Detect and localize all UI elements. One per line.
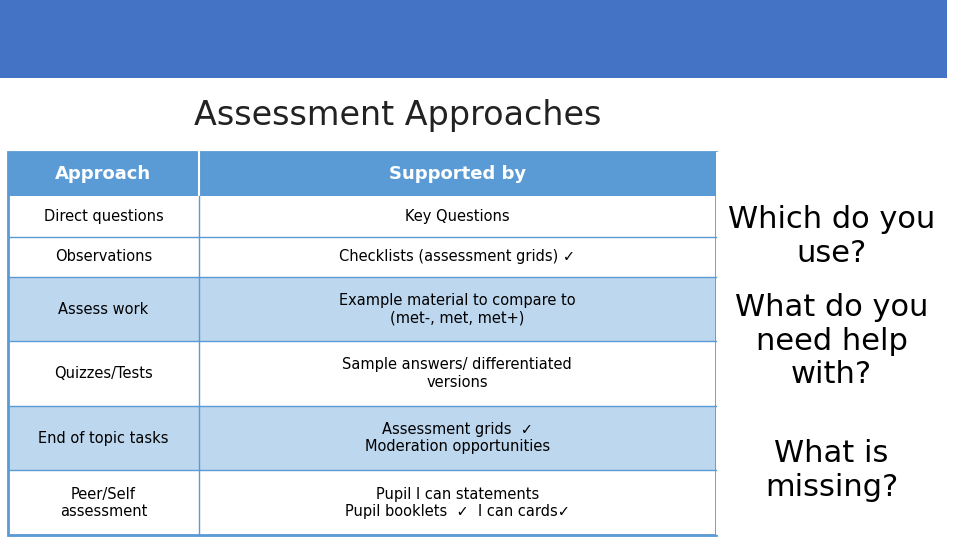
Bar [8,470,715,535]
Text: What is
missing?: What is missing? [765,439,899,502]
Text: Peer/Self
assessment: Peer/Self assessment [60,487,147,519]
Bar [8,196,715,237]
Bar [8,341,715,406]
Text: Sample answers/ differentiated
versions: Sample answers/ differentiated versions [343,357,572,390]
Text: What do you
need help
with?: What do you need help with? [734,293,928,389]
Bar [715,152,948,535]
Bar [8,277,715,341]
Text: Supported by: Supported by [389,165,526,183]
Text: Approach: Approach [56,165,152,183]
Text: Which do you
use?: Which do you use? [728,205,935,268]
Bar [8,152,715,535]
Text: Assessment Approaches: Assessment Approaches [194,99,602,132]
Text: Key Questions: Key Questions [405,209,510,224]
Text: Direct questions: Direct questions [43,209,163,224]
Bar [8,406,715,470]
Text: Observations: Observations [55,249,152,264]
Text: Checklists (assessment grids) ✓: Checklists (assessment grids) ✓ [339,249,575,264]
Bar [0,0,948,78]
Bar [8,237,715,277]
Bar [8,152,715,196]
Text: Quizzes/Tests: Quizzes/Tests [54,366,153,381]
Text: Assess work: Assess work [59,302,149,316]
Text: Assessment grids  ✓
Moderation opportunities: Assessment grids ✓ Moderation opportunit… [365,422,550,454]
Text: Example material to compare to
(met-, met, met+): Example material to compare to (met-, me… [339,293,576,325]
Text: End of topic tasks: End of topic tasks [38,431,169,445]
Text: Pupil I can statements
Pupil booklets  ✓  I can cards✓: Pupil I can statements Pupil booklets ✓ … [345,487,569,519]
